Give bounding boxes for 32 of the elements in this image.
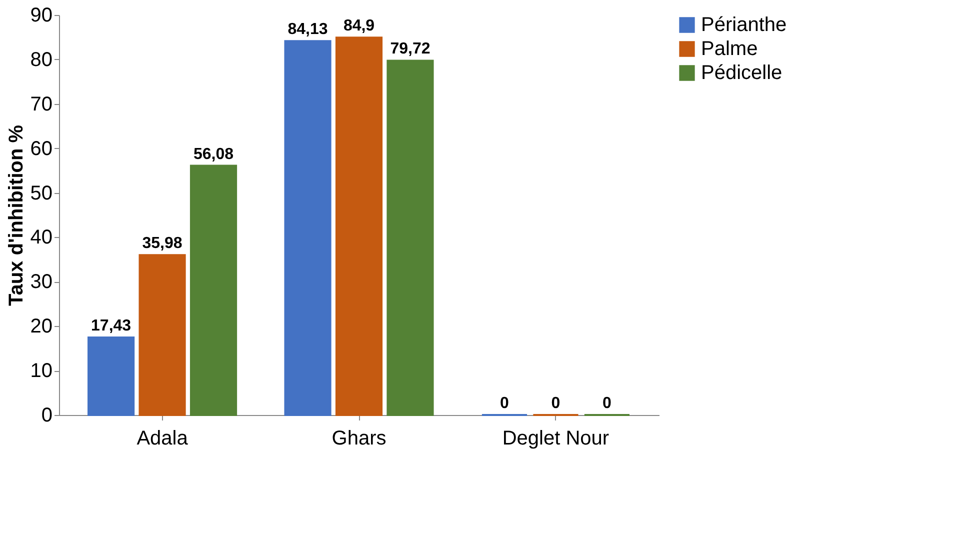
data-label: 79,72 [390,40,430,58]
legend-label: Palme [701,38,758,60]
bar [335,36,383,416]
y-tick-label: 50 [30,182,52,204]
x-tick-label: Adala [136,428,189,450]
y-tick-label: 10 [30,360,52,382]
data-label: 0 [500,395,510,412]
y-tick-label: 90 [30,4,52,26]
bar [190,164,238,416]
data-label: 56,08 [193,146,234,163]
bar [138,254,186,416]
y-tick-label: 80 [30,48,52,71]
data-label: 35,98 [142,235,182,252]
bar [284,40,332,416]
y-tick-label: 20 [30,316,52,338]
data-label: 84,13 [288,21,328,38]
data-label: 84,9 [343,18,375,35]
bar [88,336,135,416]
data-label: 0 [551,395,560,412]
data-label: 17,43 [91,318,132,335]
y-axis-title: Taux d'inhibition % [5,124,28,306]
y-tick-label: 40 [30,226,52,249]
y-tick-label: 70 [30,93,52,116]
legend-label: Pédicelle [701,62,782,84]
x-tick-label: Deglet Nour [502,428,610,450]
x-tick-label: Ghars [332,428,386,450]
y-tick-label: 0 [41,404,52,426]
y-tick-label: 30 [30,271,52,294]
y-tick-label: 60 [30,138,52,160]
data-label: 0 [602,395,612,412]
bar [386,60,434,416]
legend-label: Périanthe [701,14,787,36]
